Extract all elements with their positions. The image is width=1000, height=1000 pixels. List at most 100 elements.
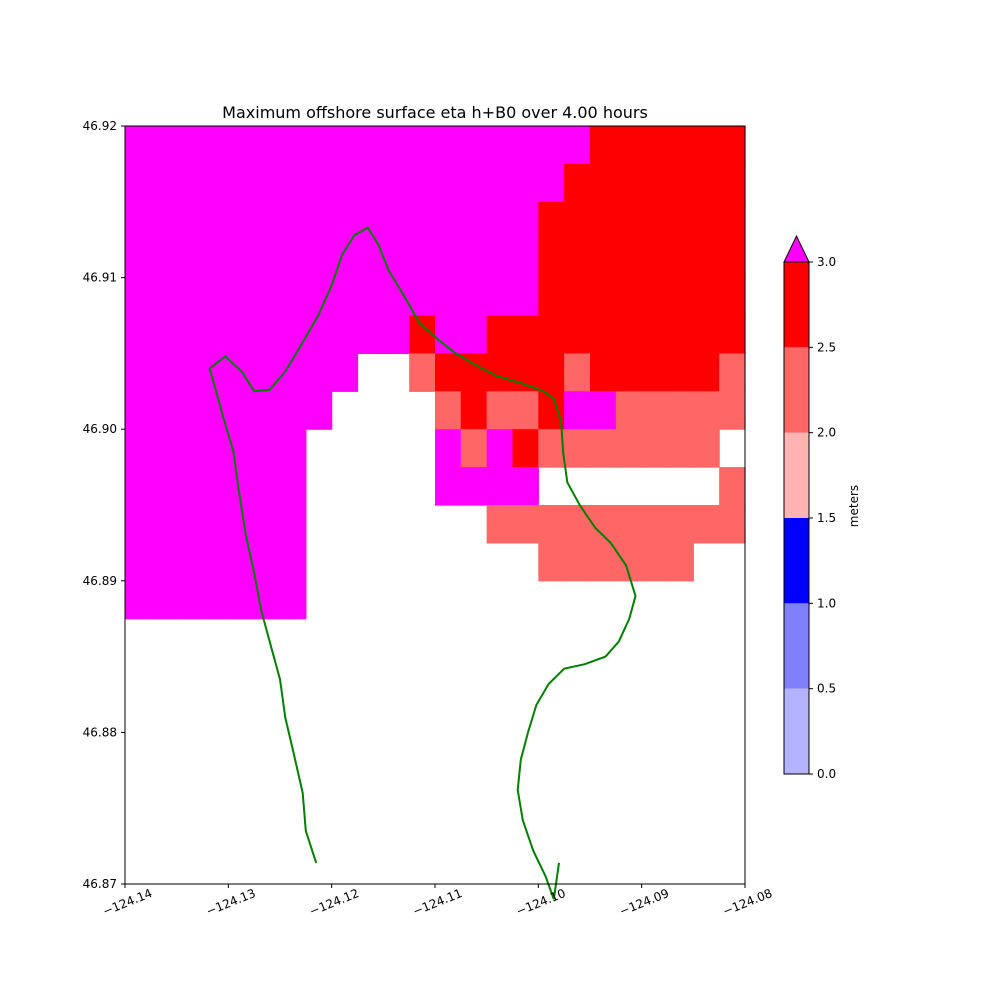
heatmap-cell <box>228 315 255 354</box>
heatmap-cell <box>590 239 617 279</box>
heatmap-cell <box>693 429 720 468</box>
heatmap-cell <box>202 201 229 241</box>
heatmap-cell <box>538 429 565 468</box>
heatmap-cell <box>435 126 462 165</box>
heatmap-cell <box>202 126 229 165</box>
heatmap-cell <box>357 239 384 279</box>
colorbar: 0.0 0.5 1.0 1.5 2.0 2.5 3.0 <box>783 234 836 781</box>
heatmap-cell <box>409 277 436 317</box>
heatmap-cell <box>202 353 229 392</box>
heatmap-cell <box>176 391 204 430</box>
heatmap-cell <box>564 201 591 241</box>
heatmap-cell <box>486 163 514 203</box>
colorbar-segment <box>784 432 809 518</box>
heatmap-cell <box>719 126 746 165</box>
heatmap-cell <box>512 315 539 354</box>
heatmap-cell <box>409 163 436 203</box>
x-tick-label: −124.09 <box>617 886 671 918</box>
heatmap-cell <box>331 126 359 165</box>
heatmap-cell <box>512 277 539 317</box>
colorbar-tick-label: 0.0 <box>817 767 836 781</box>
heatmap-cell <box>176 201 204 241</box>
heatmap-cell <box>460 467 488 506</box>
heatmap-cell <box>280 505 307 544</box>
heatmap-cell <box>641 391 669 430</box>
heatmap-cell <box>176 163 204 203</box>
heatmap-cell <box>512 391 539 430</box>
heatmap-cell <box>280 126 307 165</box>
heatmap-cell <box>590 201 617 241</box>
heatmap-cell <box>150 239 178 279</box>
heatmap-cell <box>512 505 539 544</box>
heatmap-cell <box>460 163 488 203</box>
heatmap-cell <box>176 505 204 544</box>
heatmap-cell <box>125 467 152 506</box>
heatmap-cell <box>667 391 694 430</box>
heatmap-cell <box>125 126 152 165</box>
heatmap-cell <box>176 429 204 468</box>
heatmap-cell <box>641 542 669 582</box>
heatmap-cell <box>125 542 152 582</box>
heatmap-cell <box>125 429 152 468</box>
heatmap-cell <box>615 126 643 165</box>
heatmap-cell <box>435 353 462 392</box>
heatmap-cell <box>564 239 591 279</box>
heatmap-cell <box>719 391 746 430</box>
heatmap-cell <box>125 277 152 317</box>
heatmap-cell <box>641 163 669 203</box>
heatmap-cell <box>693 239 720 279</box>
heatmap-cell <box>460 429 488 468</box>
heatmap-cell <box>486 429 514 468</box>
heatmap-cell <box>719 467 746 506</box>
y-tick-label: 46.91 <box>83 271 117 285</box>
heatmap-cell <box>150 163 178 203</box>
heatmap-cells <box>125 126 746 620</box>
heatmap-cell <box>719 201 746 241</box>
heatmap-cell <box>641 239 669 279</box>
heatmap-cell <box>538 315 565 354</box>
heatmap-cell <box>538 505 565 544</box>
colorbar-segment <box>784 603 809 689</box>
y-tick-label: 46.87 <box>83 877 117 891</box>
heatmap-cell <box>486 315 514 354</box>
heatmap-cell <box>383 163 410 203</box>
coastline-layer <box>208 226 637 900</box>
heatmap-cell <box>202 315 229 354</box>
heatmap-cell <box>615 315 643 354</box>
heatmap-cell <box>590 163 617 203</box>
heatmap-cell <box>564 126 591 165</box>
y-tick-label: 46.90 <box>83 422 117 436</box>
heatmap-cell <box>590 126 617 165</box>
heatmap-cell <box>667 201 694 241</box>
heatmap-cell <box>538 201 565 241</box>
heatmap-cell <box>254 542 281 582</box>
heatmap-cell <box>305 315 333 354</box>
heatmap-cell <box>719 505 746 544</box>
heatmap-cell <box>150 353 178 392</box>
heatmap-cell <box>150 429 178 468</box>
heatmap-cell <box>667 163 694 203</box>
heatmap-cell <box>176 277 204 317</box>
heatmap-cell <box>615 239 643 279</box>
heatmap-cell <box>538 277 565 317</box>
heatmap-cell <box>590 505 617 544</box>
heatmap-cell <box>409 315 436 354</box>
heatmap-cell <box>486 239 514 279</box>
heatmap-cell <box>357 163 384 203</box>
heatmap-cell <box>331 315 359 354</box>
heatmap-cell <box>176 542 204 582</box>
heatmap-cell <box>383 315 410 354</box>
heatmap-cell <box>512 467 539 506</box>
y-axis: 46.87 46.88 46.89 46.90 46.91 46.92 <box>83 119 125 891</box>
heatmap-cell <box>150 201 178 241</box>
colorbar-tick-label: 1.0 <box>817 596 836 610</box>
heatmap-cell <box>460 201 488 241</box>
heatmap-cell <box>564 542 591 582</box>
heatmap-cell <box>280 201 307 241</box>
heatmap-cell <box>202 429 229 468</box>
heatmap-cell <box>615 201 643 241</box>
heatmap-cell <box>125 353 152 392</box>
heatmap-cell <box>615 429 643 468</box>
heatmap-cell <box>228 542 255 582</box>
